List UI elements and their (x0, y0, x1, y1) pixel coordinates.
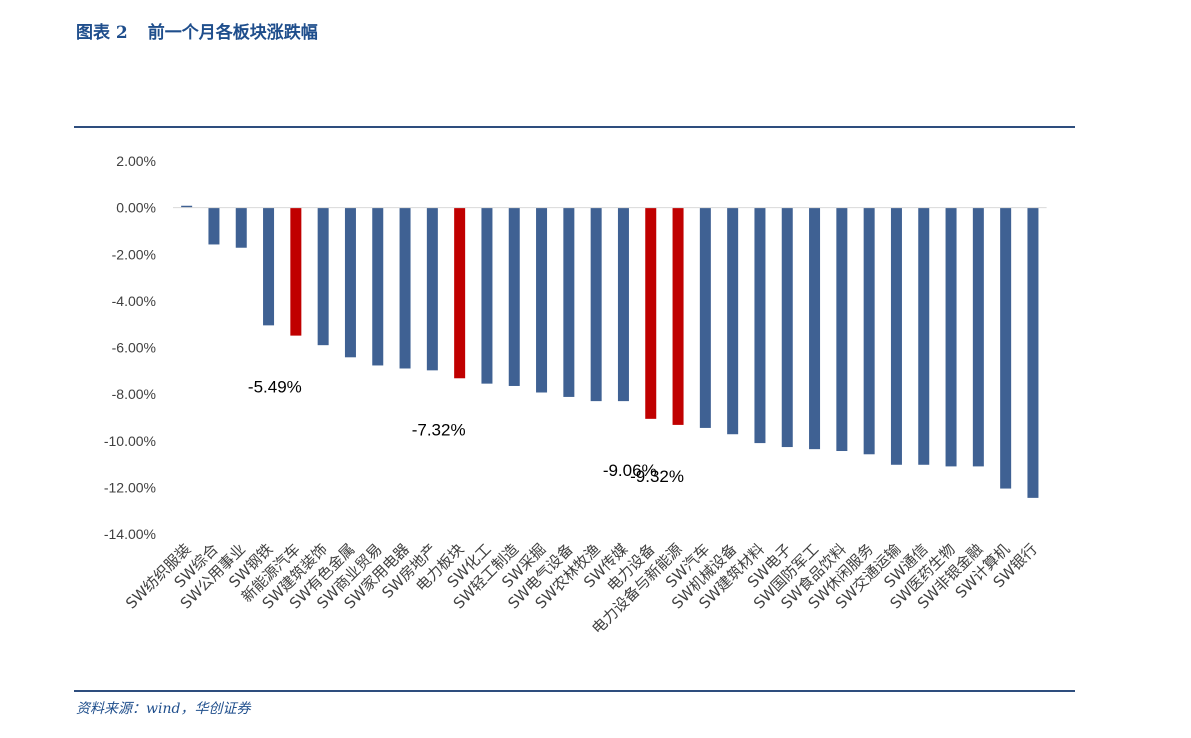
bar (372, 207, 384, 366)
bar (1000, 207, 1012, 489)
y-tick-label: 2.00% (116, 153, 156, 169)
bar (918, 207, 930, 465)
y-tick-label: -10.00% (104, 433, 156, 449)
bar (344, 207, 356, 358)
y-tick-label: 0.00% (116, 200, 156, 216)
highlighted-bar (645, 207, 657, 419)
y-tick-label: -8.00% (112, 386, 156, 402)
data-labels: -5.49% -7.32% -9.06%-9.32% (248, 378, 684, 486)
y-tick-label: -6.00% (112, 340, 156, 356)
bar (263, 207, 275, 326)
bar (699, 207, 711, 428)
bar (1027, 207, 1039, 498)
bar (863, 207, 875, 455)
bar (208, 207, 220, 245)
bar (754, 207, 766, 444)
bar (426, 207, 438, 371)
bar (317, 207, 329, 346)
bar (399, 207, 411, 369)
bar (945, 207, 957, 467)
top-divider (74, 126, 1075, 128)
y-tick-label: -4.00% (112, 293, 156, 309)
bar (536, 207, 548, 393)
highlighted-bar (454, 207, 466, 379)
figure-number: 图表 2 (76, 23, 128, 43)
bar (590, 207, 602, 402)
bar (809, 207, 821, 450)
figure-title: 图表 2 前一个月各板块涨跌幅 (76, 18, 318, 43)
bar (727, 207, 739, 435)
highlighted-bar (672, 207, 684, 425)
bar (563, 207, 575, 397)
bar (235, 207, 247, 248)
y-tick-label: -2.00% (112, 246, 156, 262)
bottom-divider (74, 690, 1075, 692)
bar (890, 207, 902, 465)
highlighted-bar (290, 207, 302, 336)
data-label: -9.06% (603, 461, 657, 480)
bar-chart: 2.00% 0.00% -2.00% -4.00% -6.00% -8.00% -10.00… (104, 153, 1047, 638)
y-tick-label: -12.00% (104, 479, 156, 495)
source-note: 资料来源：wind，华创证券 (76, 701, 251, 717)
bar (481, 207, 493, 384)
bar (836, 207, 848, 452)
bar (781, 207, 793, 448)
bar (617, 207, 629, 402)
y-axis-ticks: 2.00% 0.00% -2.00% -4.00% -6.00% -8.00% -10.00… (104, 153, 156, 542)
bar (508, 207, 520, 386)
data-label: -7.32% (412, 420, 466, 439)
data-label: -9.32% (630, 467, 684, 486)
bar (181, 205, 193, 208)
y-tick-label: -14.00% (104, 526, 156, 542)
bars (181, 205, 1039, 498)
category-labels: SW纺织服装SW综合SW公用事业SW钢铁新能源汽车SW建筑装饰SW有色金属SW商… (122, 540, 1041, 638)
bar (972, 207, 984, 467)
data-label: -5.49% (248, 378, 302, 397)
chart-title: 前一个月各板块涨跌幅 (147, 23, 318, 43)
